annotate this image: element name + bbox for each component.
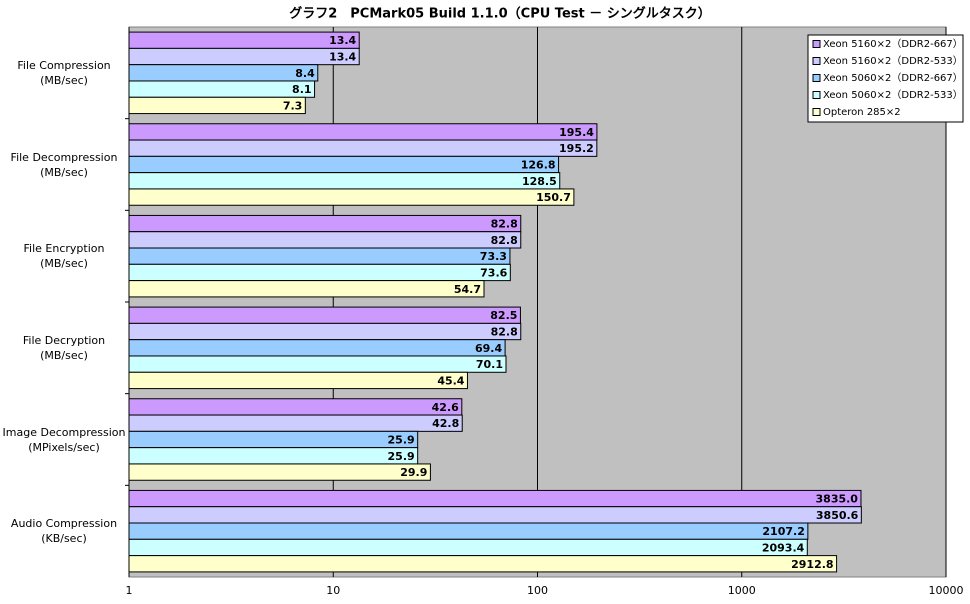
value-label: 82.8 xyxy=(491,234,518,247)
x-tick-label: 1 xyxy=(126,584,133,597)
value-label: 8.1 xyxy=(292,83,312,96)
value-label: 7.3 xyxy=(283,99,303,112)
bar xyxy=(128,398,463,416)
bar xyxy=(128,263,511,282)
value-label: 73.3 xyxy=(480,250,507,263)
value-label: 195.2 xyxy=(559,142,594,155)
bar xyxy=(128,355,507,373)
category-label: Image Decompression (MPixels/sec) xyxy=(2,425,126,454)
value-label: 73.6 xyxy=(480,266,507,279)
value-label: 150.7 xyxy=(536,191,571,204)
value-label: 126.8 xyxy=(521,159,556,172)
value-label: 2107.2 xyxy=(762,525,804,538)
x-tick-label: 1000 xyxy=(728,584,756,597)
value-label: 82.5 xyxy=(490,309,517,322)
legend-swatch xyxy=(812,108,821,116)
value-label: 2093.4 xyxy=(762,541,805,554)
legend-label: Xeon 5060×2（DDR2-667） xyxy=(823,72,963,84)
value-label: 29.9 xyxy=(400,466,427,479)
legend-label: Xeon 5160×2（DDR2-667） xyxy=(823,38,963,50)
bar xyxy=(128,522,809,540)
bar xyxy=(128,339,506,357)
legend-label: Xeon 5060×2（DDR2-533） xyxy=(823,89,963,101)
bar xyxy=(128,214,522,233)
legend-swatch xyxy=(812,57,821,65)
legend-swatch xyxy=(812,91,821,99)
value-label: 42.6 xyxy=(432,401,459,414)
bar xyxy=(128,139,598,157)
value-label: 70.1 xyxy=(476,358,503,371)
category-label: File Decompression (MB/sec) xyxy=(10,150,118,179)
value-label: 45.4 xyxy=(437,374,464,387)
bar xyxy=(128,538,808,557)
bar xyxy=(128,172,561,190)
bar xyxy=(128,463,431,481)
bar xyxy=(128,247,511,265)
x-tick-label: 10 xyxy=(326,584,340,597)
value-label: 54.7 xyxy=(454,283,481,296)
legend-swatch xyxy=(812,40,821,48)
value-label: 128.5 xyxy=(522,175,557,188)
bar xyxy=(128,371,468,390)
bar xyxy=(128,306,521,324)
value-label: 42.8 xyxy=(432,417,459,430)
bar xyxy=(128,80,316,98)
legend-box xyxy=(807,34,964,123)
category-label: Audio Compression (KB/sec) xyxy=(10,517,118,546)
bar xyxy=(128,506,862,524)
value-label: 13.4 xyxy=(329,51,356,64)
value-label: 3835.0 xyxy=(816,493,859,506)
x-tick-label: 100 xyxy=(527,584,548,597)
bar xyxy=(128,414,463,432)
value-label: 195.4 xyxy=(559,126,594,139)
bar xyxy=(128,123,598,141)
bar xyxy=(128,447,419,465)
value-label: 8.4 xyxy=(295,67,315,80)
x-tick-label: 10000 xyxy=(929,584,964,597)
legend-label: Xeon 5160×2（DDR2-533） xyxy=(823,55,963,67)
value-label: 3850.6 xyxy=(816,509,859,522)
legend-label: Opteron 285×2 xyxy=(823,107,901,118)
bar xyxy=(128,31,360,49)
bar xyxy=(128,155,560,174)
bar xyxy=(128,47,360,66)
value-label: 13.4 xyxy=(329,34,356,47)
value-label: 82.8 xyxy=(491,326,518,339)
bar xyxy=(128,231,522,249)
category-label: File Decryption (MB/sec) xyxy=(22,333,106,362)
chart-title: グラフ2 PCMark05 Build 1.1.0（CPU Test － シング… xyxy=(289,6,711,22)
value-label: 2912.8 xyxy=(791,558,833,571)
value-label: 69.4 xyxy=(475,342,502,355)
value-label: 25.9 xyxy=(388,450,415,463)
category-label: File Compression (MB/sec) xyxy=(17,58,111,87)
value-label: 25.9 xyxy=(388,434,415,447)
bar xyxy=(128,322,522,341)
bar xyxy=(128,489,862,508)
bar xyxy=(128,280,485,298)
bar xyxy=(128,96,306,115)
bar xyxy=(128,64,319,82)
legend-swatch xyxy=(812,74,821,82)
category-label: File Encryption (MB/sec) xyxy=(23,242,105,271)
bar xyxy=(128,188,575,206)
bar xyxy=(128,430,419,449)
bar xyxy=(128,555,838,573)
value-label: 82.8 xyxy=(491,218,518,231)
